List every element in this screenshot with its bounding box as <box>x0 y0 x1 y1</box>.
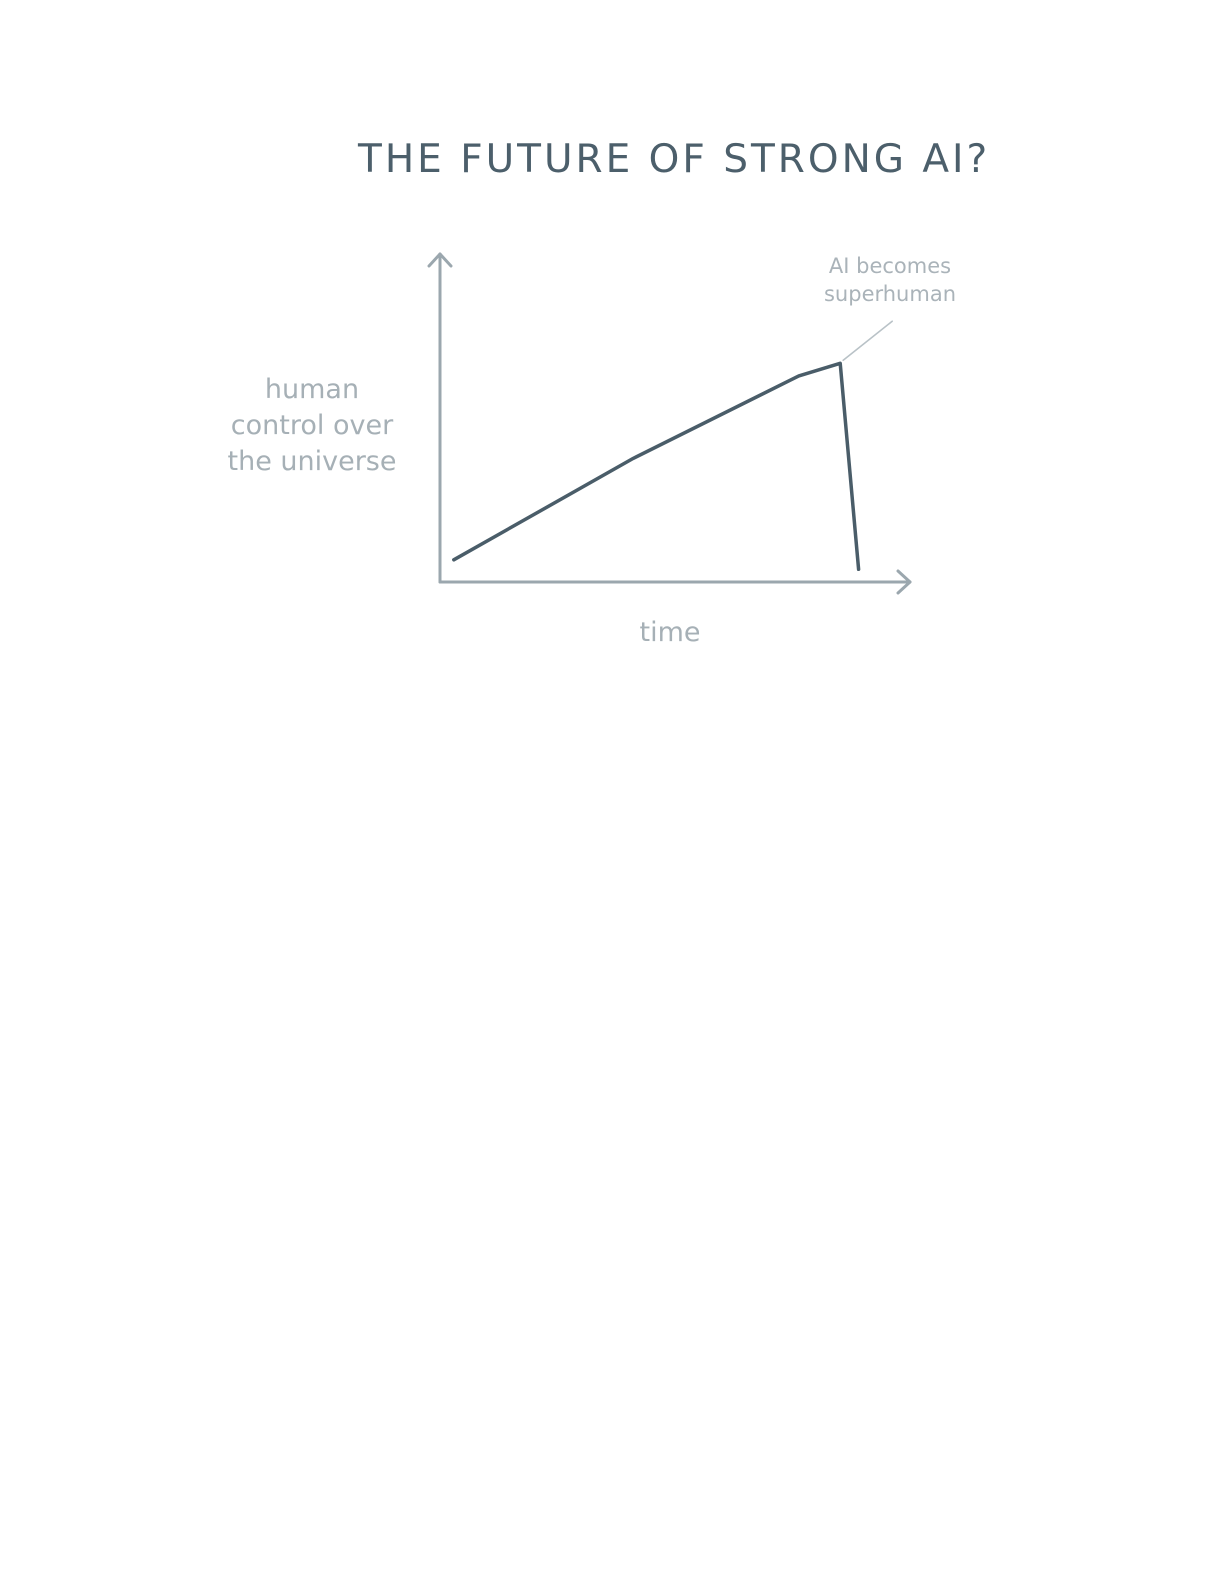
x-axis-label: time <box>639 617 701 648</box>
annotation-leader-line-0 <box>842 320 894 362</box>
chart-series <box>452 361 861 572</box>
y-axis-arrow <box>427 252 453 268</box>
series-line-0 <box>452 361 861 572</box>
annotation-ai-superhuman: AI becomes superhuman <box>823 254 957 306</box>
chart-title: THE FUTURE OF STRONG AI? <box>358 137 991 182</box>
chart-annotations <box>842 320 894 362</box>
x-axis-arrow <box>896 569 912 595</box>
y-axis-label: human control over the universe <box>227 374 397 477</box>
chart-axes <box>427 252 912 595</box>
